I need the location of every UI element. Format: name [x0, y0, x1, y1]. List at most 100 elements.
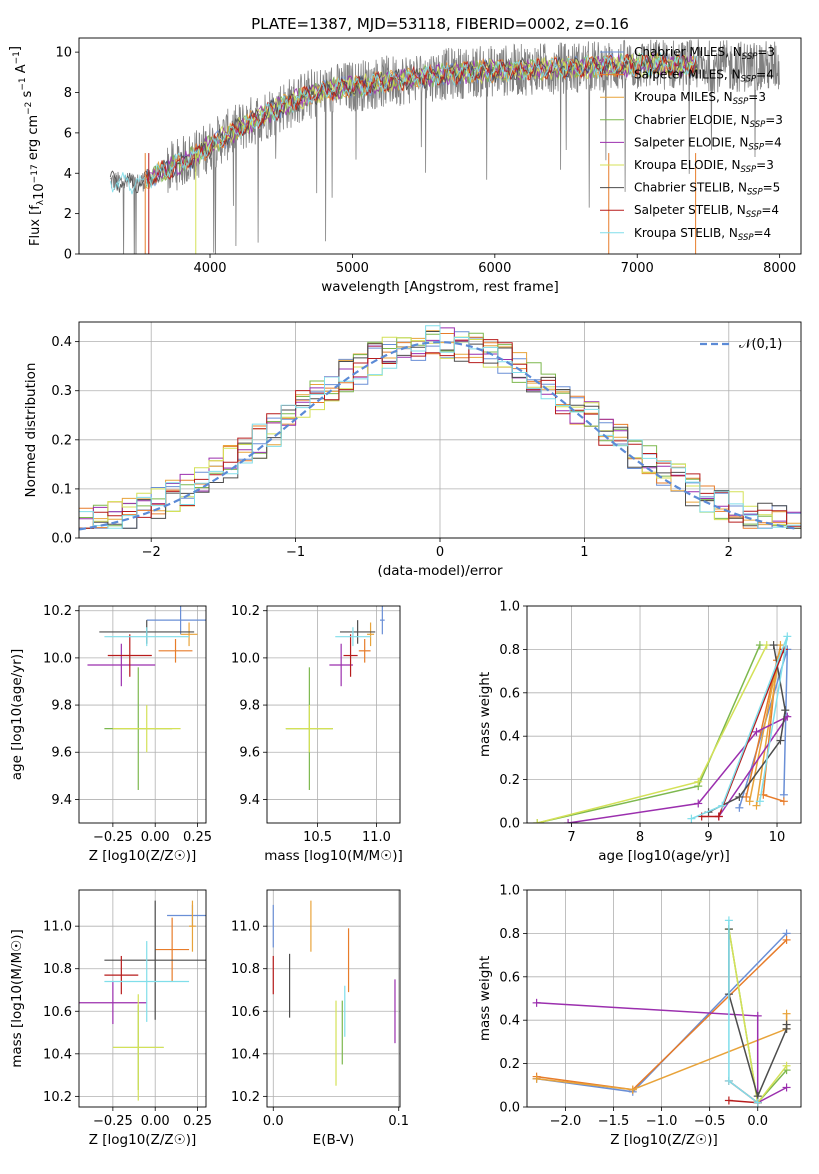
spectrum-ytick-label: 10	[55, 46, 72, 61]
legend-subscript: SSP	[742, 52, 758, 62]
residuals-xlabel: (data-model)/error	[377, 563, 503, 579]
spectrum-xlabel: wavelength [Angstrom, rest frame]	[321, 279, 559, 295]
weight_vs_Z-ytick-label: 0.8	[499, 927, 520, 942]
spectrum-xtick-label: 6000	[478, 261, 511, 276]
residuals-xtick-label: 1	[580, 545, 588, 560]
age_vs_mass-axes: 10.5 11.0 9.4 9.6 9.8 10.0 10.2	[231, 604, 400, 845]
residuals-ytick-label: 0.1	[51, 482, 72, 497]
weight_vs_Z-ytick-label: 0.4	[499, 1014, 520, 1029]
age_vs_Z-ytick-label: 10.0	[43, 651, 72, 666]
mass_vs_Z-axes: −0.25 0.00 0.25 10.2 10.4 10.6 10.8 11.0	[43, 890, 212, 1129]
weight-series-line	[691, 636, 789, 820]
residuals-xtick-label: −1	[286, 545, 305, 560]
spectrum-model-line	[109, 52, 698, 195]
residuals-axes: −2 −1 0 1 2 0.0 0.1 0.2 0.3 0.4	[51, 322, 801, 560]
age_vs_mass-ytick-label: 9.4	[239, 793, 260, 808]
residuals-xtick-label: 0	[436, 545, 444, 560]
spectrum-ylabel-part: −1	[18, 77, 28, 90]
weight_vs_age-ytick-label: 0.0	[499, 817, 520, 832]
weight_vs_Z-ylabel: mass weight	[477, 956, 493, 1041]
normal-legend-label: 𝒩(0,1)	[739, 337, 782, 352]
mass_vs_Z-ytick-label: 10.8	[43, 962, 72, 977]
age_vs_Z-xtick-label: −0.25	[93, 830, 133, 845]
residuals-ytick-label: 0.4	[51, 335, 72, 350]
legend-label: Salpeter STELIB, NSSP=4	[634, 203, 779, 220]
legend-model-name: Kroupa ELODIE, N	[634, 158, 741, 172]
legend-label: Chabrier STELIB, NSSP=5	[634, 181, 780, 198]
weight_vs_Z-ytick-label: 0.2	[499, 1057, 520, 1072]
weight_vs_Z-frame	[526, 889, 802, 1108]
weight_vs_age-xtick-label: 10	[769, 830, 786, 845]
legend-subscript: SSP	[733, 97, 749, 107]
residual-histograms	[79, 325, 801, 531]
spectrum-lines	[109, 39, 780, 254]
age_vs_mass-xtick-label: 10.5	[303, 830, 332, 845]
mass_vs_Z-ytick-label: 10.6	[43, 1005, 72, 1020]
legend-subscript: SSP	[748, 142, 764, 152]
spectrum-ylabel-part: −17	[30, 164, 40, 183]
spectrum-data-line	[110, 39, 780, 254]
legend-nssp: =4	[754, 226, 772, 240]
spectrum-legend: Chabrier MILES, NSSP=3 Salpeter MILES, NS…	[600, 45, 783, 243]
legend-label: Kroupa STELIB, NSSP=4	[634, 226, 771, 243]
age_vs_Z-errorbars	[87, 606, 206, 790]
legend-nssp: =5	[763, 181, 781, 195]
residuals-ylabel: Normed distribution	[23, 363, 39, 498]
legend-label: Chabrier MILES, NSSP=3	[634, 45, 775, 62]
weight_vs_Z-xtick-label: −0.5	[694, 1114, 726, 1129]
mass_vs_Z-frame	[78, 889, 207, 1108]
weight_vs_Z-xlabel: Z [log10(Z/Z☉)]	[610, 1132, 718, 1148]
spectrum-frame	[78, 37, 802, 255]
mass_vs_ebv-ytick-label: 10.2	[231, 1090, 260, 1105]
mass_vs_Z-errorbars	[79, 900, 206, 1101]
mass_vs_Z-xtick-label: 0.25	[183, 1114, 212, 1129]
weight_vs_Z-ytick-label: 1.0	[499, 884, 520, 899]
legend-subscript: SSP	[741, 75, 757, 85]
legend-model-name: Kroupa MILES, N	[634, 90, 733, 104]
residuals-ytick-label: 0.2	[51, 433, 72, 448]
mass_vs_Z-xtick-label: 0.00	[141, 1114, 170, 1129]
spectrum-ylabel-part: 10	[32, 183, 47, 200]
age_vs_Z-xtick-label: 0.00	[141, 830, 170, 845]
legend-label: Kroupa MILES, NSSP=3	[634, 90, 766, 107]
legend-model-name: Kroupa STELIB, N	[634, 226, 738, 240]
weight_vs_Z-ytick-label: 0.6	[499, 970, 520, 985]
legend-label: Chabrier ELODIE, NSSP=3	[634, 113, 783, 130]
age_vs_mass-errorbars	[285, 606, 385, 790]
mass_vs_ebv-ytick-label: 10.4	[231, 1047, 260, 1062]
legend-nssp: =4	[761, 203, 779, 217]
mass_vs_ebv-frame	[266, 889, 401, 1108]
age_vs_Z-ylabel: age [log10(age/yr)]	[9, 649, 25, 781]
spectrum-ylabel-part: −2	[24, 102, 34, 115]
legend-subscript: SSP	[741, 165, 757, 175]
mass_vs_ebv-axes: 0.0 0.1 10.2 10.4 10.6 10.8 11.0	[231, 890, 409, 1129]
spectrum-ylabel-part: s	[20, 90, 35, 101]
legend-nssp: =3	[756, 158, 774, 172]
age_vs_mass-xlabel: mass [log10(M/M☉)]	[264, 848, 403, 864]
weight_vs_age-ylabel: mass weight	[477, 672, 493, 757]
legend-subscript: SSP	[746, 210, 762, 220]
spectrum-ytick-label: 8	[64, 86, 72, 101]
weight_vs_age-ytick-label: 1.0	[499, 600, 520, 615]
weight-series-line	[536, 1002, 787, 1104]
legend-label: Salpeter MILES, NSSP=4	[634, 68, 774, 85]
residual-step-line	[79, 339, 801, 529]
legend-model-name: Salpeter STELIB, N	[634, 203, 746, 217]
weight_vs_age-xtick-label: 8	[636, 830, 644, 845]
normal-curve	[79, 341, 799, 531]
age_vs_Z-ytick-label: 9.4	[51, 793, 72, 808]
mass_vs_Z-ylabel: mass [log10(M/M☉)]	[9, 929, 25, 1068]
weight_vs_age-xtick-label: 7	[567, 830, 575, 845]
spectrum-ylabel-part: A	[14, 64, 29, 77]
residuals-xtick-label: 2	[725, 545, 733, 560]
age_vs_mass-ytick-label: 10.2	[231, 604, 260, 619]
mass_vs_Z-xlabel: Z [log10(Z/Z☉)]	[89, 1132, 197, 1148]
spectrum-ytick-label: 6	[64, 126, 72, 141]
weight_vs_Z-xtick-label: −1.0	[646, 1114, 678, 1129]
age_vs_mass-ytick-label: 9.6	[239, 746, 260, 761]
legend-nssp: =3	[757, 45, 775, 59]
legend-model-name: Chabrier STELIB, N	[634, 181, 747, 195]
spectrum-ylabel-part: erg cm	[26, 115, 41, 164]
age_vs_mass-xtick-label: 11.0	[362, 830, 391, 845]
